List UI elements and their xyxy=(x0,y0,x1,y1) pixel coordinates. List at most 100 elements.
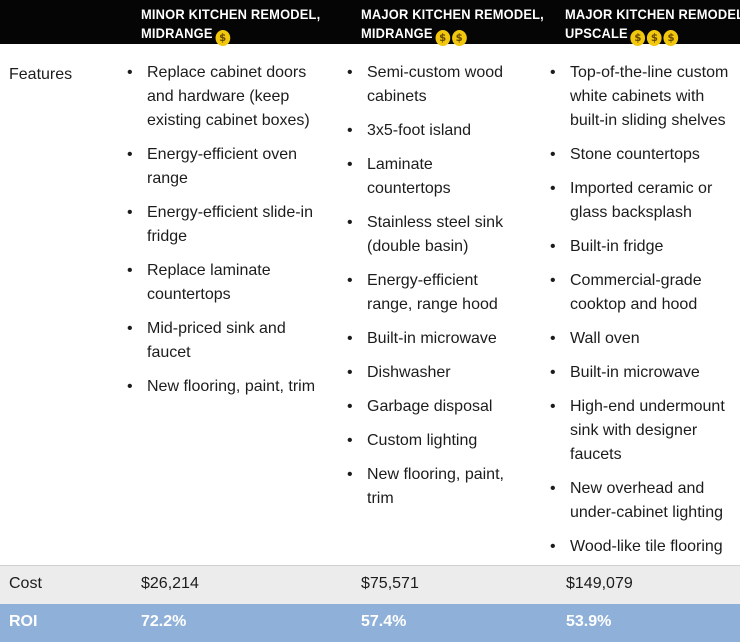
feature-item: • Top-of-the-line custom white cabinets w… xyxy=(550,61,740,133)
feature-item: • Built-in microwave xyxy=(550,361,740,385)
feature-text: Energy-efficient oven range xyxy=(147,146,298,187)
feature-item: • Imported ceramic or glass backsplash xyxy=(550,177,740,225)
bullet-icon: • xyxy=(347,64,353,81)
feature-item: • Built-in microwave xyxy=(347,327,517,351)
feature-text: New overhead and under-cabinet lighting xyxy=(570,480,723,521)
dollar-coin-icon: $ xyxy=(647,30,662,46)
feature-item: • Semi-custom wood cabinets xyxy=(347,61,517,109)
bullet-icon: • xyxy=(127,146,133,163)
table-header: MINOR KITCHEN REMODEL, MIDRANGE $ MAJOR K… xyxy=(0,0,740,46)
feature-text: Dishwasher xyxy=(367,364,451,381)
bullet-icon: • xyxy=(347,432,353,449)
bullet-icon: • xyxy=(550,272,556,289)
bullet-icon: • xyxy=(550,538,556,555)
feature-item: • Wall oven xyxy=(550,327,740,351)
feature-text: New flooring, paint, trim xyxy=(147,378,316,395)
dollar-coin-icon: $ xyxy=(663,30,679,46)
feature-text: Replace laminate countertops xyxy=(147,262,271,303)
bullet-icon: • xyxy=(550,364,556,381)
feature-item: • Custom lighting xyxy=(347,429,517,453)
feature-text: Imported ceramic or glass backsplash xyxy=(570,180,713,221)
bullet-icon: • xyxy=(550,398,556,415)
bullet-icon: • xyxy=(550,480,556,497)
bullet-icon: • xyxy=(347,156,353,173)
feature-text: Built-in microwave xyxy=(570,364,700,381)
feature-text: New flooring, paint, trim xyxy=(367,466,504,507)
feature-text: Laminate countertops xyxy=(367,156,451,197)
bullet-icon: • xyxy=(127,204,133,221)
column-header-line1: MINOR KITCHEN REMODEL, xyxy=(141,6,321,22)
feature-text: Replace cabinet doors and hardware (keep… xyxy=(147,64,310,129)
feature-item: • Dishwasher xyxy=(347,361,517,385)
feature-text: Stone countertops xyxy=(570,146,700,163)
feature-text: Wood-like tile flooring xyxy=(570,538,723,555)
bullet-icon: • xyxy=(347,466,353,483)
cost-value: $26,214 xyxy=(141,575,199,592)
bullet-icon: • xyxy=(127,262,133,279)
cost-level-icons: $ $ xyxy=(435,27,468,46)
dollar-coin-icon: $ xyxy=(451,30,467,46)
feature-item: • High-end undermount sink with designer … xyxy=(550,395,740,467)
feature-item: • New flooring, paint, trim xyxy=(127,375,317,399)
feature-item: • Commercial-grade cooktop and hood xyxy=(550,269,740,317)
feature-item: • Stainless steel sink (double basin) xyxy=(347,211,517,259)
roi-value: 72.2% xyxy=(141,613,187,630)
features-row-label: Features xyxy=(9,66,73,83)
dollar-coin-icon: $ xyxy=(435,30,451,46)
feature-text: Stainless steel sink (double basin) xyxy=(367,214,504,255)
bullet-icon: • xyxy=(347,398,353,415)
roi-value: 53.9% xyxy=(566,613,612,630)
feature-text: Energy-efficient range, range hood xyxy=(367,272,498,313)
feature-list-minor-midrange: • Replace cabinet doors and hardware (kee… xyxy=(127,61,317,409)
column-header-line2: MIDRANGE xyxy=(141,25,213,41)
cost-value: $149,079 xyxy=(566,575,633,592)
feature-text: 3x5-foot island xyxy=(367,122,472,139)
cost-value: $75,571 xyxy=(361,575,419,592)
feature-text: Commercial-grade cooktop and hood xyxy=(570,272,702,313)
bullet-icon: • xyxy=(550,238,556,255)
feature-item: • Laminate countertops xyxy=(347,153,517,201)
column-header-line1: MAJOR KITCHEN REMODEL, xyxy=(361,6,544,22)
bullet-icon: • xyxy=(127,64,133,81)
bullet-icon: • xyxy=(550,180,556,197)
feature-text: Custom lighting xyxy=(367,432,478,449)
column-header-line1: MAJOR KITCHEN REMODEL, xyxy=(565,6,740,22)
bullet-icon: • xyxy=(127,378,133,395)
feature-item: • Replace laminate countertops xyxy=(127,259,317,307)
bullet-icon: • xyxy=(347,272,353,289)
feature-text: Semi-custom wood cabinets xyxy=(367,64,504,105)
dollar-coin-icon: $ xyxy=(630,30,646,46)
feature-item: • 3x5-foot island xyxy=(347,119,517,143)
feature-item: • Mid-priced sink and faucet xyxy=(127,317,317,365)
feature-item: • Replace cabinet doors and hardware (kee… xyxy=(127,61,317,133)
feature-list-major-upscale: • Top-of-the-line custom white cabinets w… xyxy=(550,61,740,569)
feature-text: Built-in microwave xyxy=(367,330,497,347)
bullet-icon: • xyxy=(127,320,133,337)
feature-text: Top-of-the-line custom white cabinets wi… xyxy=(570,64,729,129)
feature-text: High-end undermount sink with designer f… xyxy=(570,398,725,463)
cost-row-label: Cost xyxy=(9,575,42,592)
roi-row-label: ROI xyxy=(9,613,38,630)
bullet-icon: • xyxy=(347,214,353,231)
column-header-line2: MIDRANGE xyxy=(361,25,433,41)
bullet-icon: • xyxy=(550,64,556,81)
feature-text: Energy-efficient slide-in fridge xyxy=(147,204,314,245)
feature-item: • Built-in fridge xyxy=(550,235,740,259)
column-header-minor-midrange: MINOR KITCHEN REMODEL, MIDRANGE $ xyxy=(141,5,336,46)
cost-row: Cost $26,214 $75,571 $149,079 xyxy=(0,565,740,605)
dollar-coin-icon: $ xyxy=(215,30,231,46)
column-header-line2: UPSCALE xyxy=(565,25,628,41)
cost-level-icons: $ xyxy=(215,27,232,46)
feature-item: • New overhead and under-cabinet lighting xyxy=(550,477,740,525)
feature-item: • Wood-like tile flooring xyxy=(550,535,740,559)
feature-item: • New flooring, paint, trim xyxy=(347,463,517,511)
bullet-icon: • xyxy=(347,330,353,347)
feature-text: Built-in fridge xyxy=(570,238,664,255)
feature-text: Wall oven xyxy=(570,330,640,347)
feature-list-major-midrange: • Semi-custom wood cabinets • 3x5-foot isla… xyxy=(347,61,517,521)
feature-text: Garbage disposal xyxy=(367,398,493,415)
feature-text: Mid-priced sink and faucet xyxy=(147,320,286,361)
column-header-major-midrange: MAJOR KITCHEN REMODEL, MIDRANGE $ $ xyxy=(361,5,560,46)
bullet-icon: • xyxy=(347,364,353,381)
